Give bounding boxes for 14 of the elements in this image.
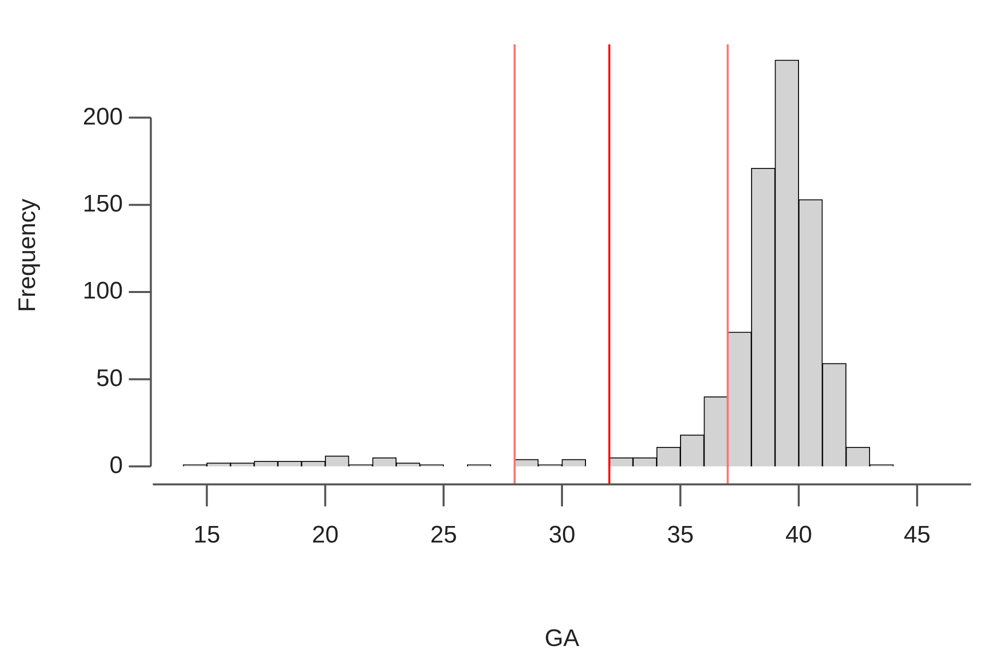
x-tick-label: 35 (667, 521, 694, 548)
x-tick-label: 40 (785, 521, 812, 548)
x-axis-title: GA (544, 625, 580, 652)
x-tick-label: 25 (430, 521, 457, 548)
x-tick-label: 30 (548, 521, 576, 548)
x-tick-label: 45 (904, 521, 930, 548)
y-tick-label: 100 (82, 278, 123, 305)
x-tick-label: 20 (312, 521, 339, 548)
y-tick-label: 0 (109, 452, 123, 480)
x-tick-label: 15 (193, 521, 220, 548)
y-tick-label: 200 (82, 103, 123, 130)
y-tick-label: 50 (96, 364, 123, 392)
y-tick-label: 150 (82, 190, 123, 218)
y-axis-title: Frequency (14, 198, 42, 312)
